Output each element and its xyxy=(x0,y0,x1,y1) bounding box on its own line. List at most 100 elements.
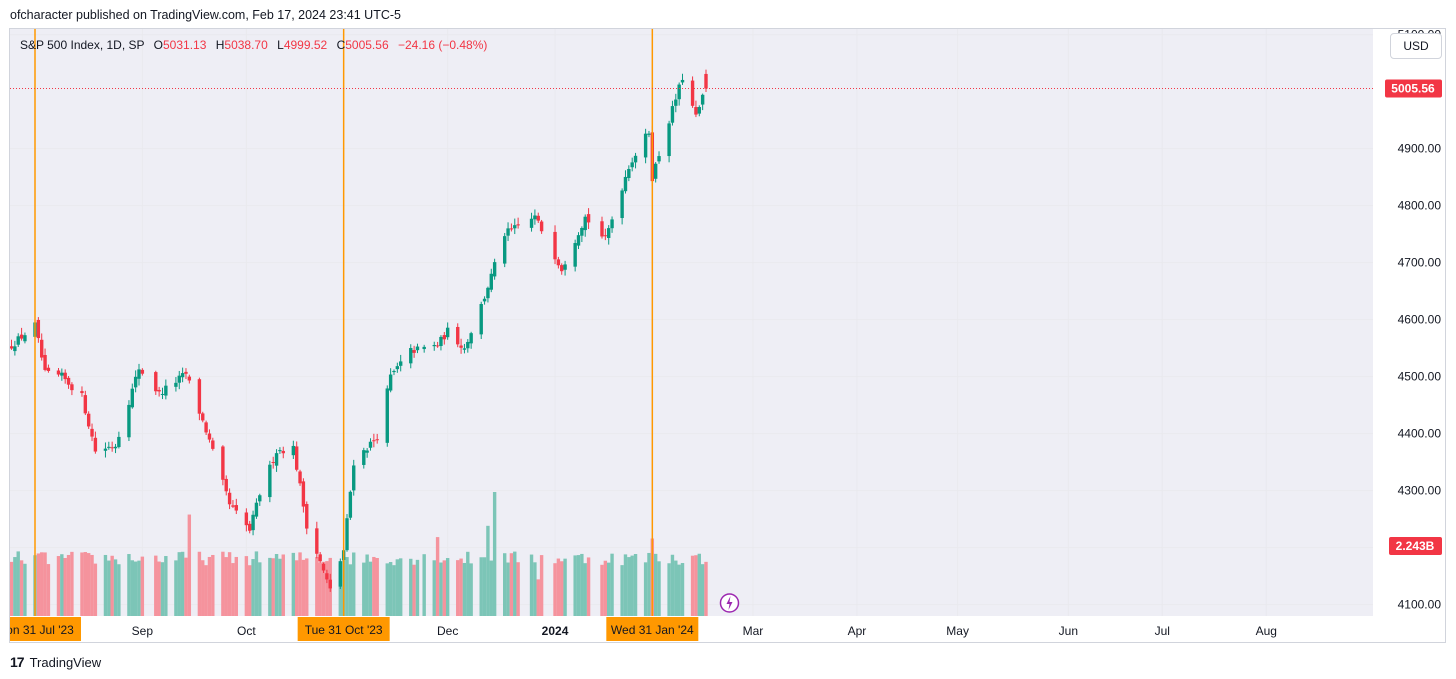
candle-body xyxy=(164,385,168,396)
candle-body xyxy=(107,446,111,448)
volume-bar xyxy=(392,565,396,616)
volume-bar xyxy=(207,556,212,616)
candle-body xyxy=(352,465,356,491)
candle-body xyxy=(412,350,416,353)
candle-body xyxy=(442,335,447,340)
volume-bar xyxy=(509,553,514,616)
volume-bar xyxy=(60,554,64,616)
candle-body xyxy=(469,333,473,344)
publisher-text: ofcharacter published on TradingView.com… xyxy=(10,8,401,22)
currency-button[interactable]: USD xyxy=(1390,33,1442,59)
volume-bar xyxy=(227,552,232,616)
volume-bar xyxy=(137,560,141,616)
volume-bar xyxy=(107,560,111,616)
candle-body xyxy=(439,336,443,347)
volume-bar xyxy=(305,558,309,616)
tradingview-logo-icon: 17 xyxy=(10,654,25,670)
candle-body xyxy=(127,404,131,438)
candle-body xyxy=(372,440,376,442)
candle-body xyxy=(90,428,94,437)
volume-bar xyxy=(670,554,675,616)
candle-body xyxy=(13,346,17,352)
volume-bar xyxy=(258,562,262,616)
candle-body xyxy=(180,373,185,378)
candle-body xyxy=(204,422,208,433)
vertical-marker-label-bg xyxy=(297,617,390,641)
volume-bar xyxy=(93,563,98,616)
candle-body xyxy=(281,450,285,454)
candle-body xyxy=(553,231,557,260)
candle-body xyxy=(40,339,44,358)
time-tick-label: May xyxy=(946,624,969,638)
volume-bar xyxy=(486,525,490,616)
vertical-marker-label-bg xyxy=(606,617,699,641)
volume-bar xyxy=(201,560,205,616)
candle-body xyxy=(643,133,648,158)
volume-bar xyxy=(90,554,94,616)
volume-bar xyxy=(301,559,306,616)
volume-bar xyxy=(274,553,279,616)
time-tick-label: Aug xyxy=(1256,624,1277,638)
candle-body xyxy=(46,367,51,371)
volume-bar xyxy=(164,556,168,616)
volume-bar xyxy=(234,556,238,616)
candle-body xyxy=(586,214,591,223)
volume-bar xyxy=(690,555,695,616)
candle-body xyxy=(395,366,400,370)
vertical-marker-label-bg xyxy=(10,617,81,641)
header-bar: ofcharacter published on TradingView.com… xyxy=(0,0,1456,28)
candle-body xyxy=(224,478,228,492)
candle-body xyxy=(536,215,540,221)
volume-bar xyxy=(697,553,701,616)
candle-body xyxy=(653,163,658,179)
volume-bar xyxy=(630,555,634,616)
candle-body xyxy=(633,155,638,163)
candlestick-chart[interactable]: 4100.004200.004300.004400.004500.004600.… xyxy=(10,29,1446,643)
candle-body xyxy=(459,345,463,348)
legend-open: 5031.13 xyxy=(163,38,207,52)
candle-body xyxy=(83,395,88,414)
candle-body xyxy=(345,518,349,551)
volume-bar xyxy=(43,552,47,616)
volume-bar xyxy=(291,552,296,616)
volume-bar xyxy=(536,579,540,616)
volume-bar xyxy=(680,563,685,616)
volume-bar xyxy=(177,552,181,616)
candle-body xyxy=(157,389,161,392)
volume-bar xyxy=(224,557,228,616)
candle-body xyxy=(197,379,202,414)
plot-background xyxy=(10,29,1373,616)
volume-bar xyxy=(211,554,215,616)
candle-body xyxy=(674,99,678,106)
time-tick-label: Sep xyxy=(132,624,154,638)
candle-body xyxy=(385,388,389,443)
volume-bar xyxy=(278,558,282,616)
candle-body xyxy=(328,579,332,589)
volume-bar xyxy=(365,554,369,616)
candle-body xyxy=(258,495,262,502)
volume-bar xyxy=(657,561,661,616)
volume-bar xyxy=(620,565,624,616)
volume-bar xyxy=(83,552,88,616)
candle-body xyxy=(677,84,681,100)
volume-bar xyxy=(231,563,235,616)
candle-body xyxy=(251,514,255,531)
candle-body xyxy=(10,346,14,349)
volume-bar xyxy=(63,557,67,616)
candle-body xyxy=(140,369,145,374)
chart-panel[interactable]: 4100.004200.004300.004400.004500.004600.… xyxy=(9,28,1446,643)
volume-bar xyxy=(86,553,91,616)
volume-bar xyxy=(372,556,376,616)
volume-bar xyxy=(398,558,403,616)
footer: 17 TradingView xyxy=(10,654,101,670)
candle-body xyxy=(647,133,651,135)
volume-bar xyxy=(513,551,517,616)
volume-bar xyxy=(36,553,41,616)
volume-bar xyxy=(479,557,483,616)
candle-body xyxy=(325,573,329,580)
candle-body xyxy=(533,215,537,220)
candle-body xyxy=(670,106,675,123)
vertical-marker-label: Mon 31 Jul '23 xyxy=(10,623,74,637)
candle-body xyxy=(315,528,319,554)
candle-body xyxy=(630,162,634,168)
